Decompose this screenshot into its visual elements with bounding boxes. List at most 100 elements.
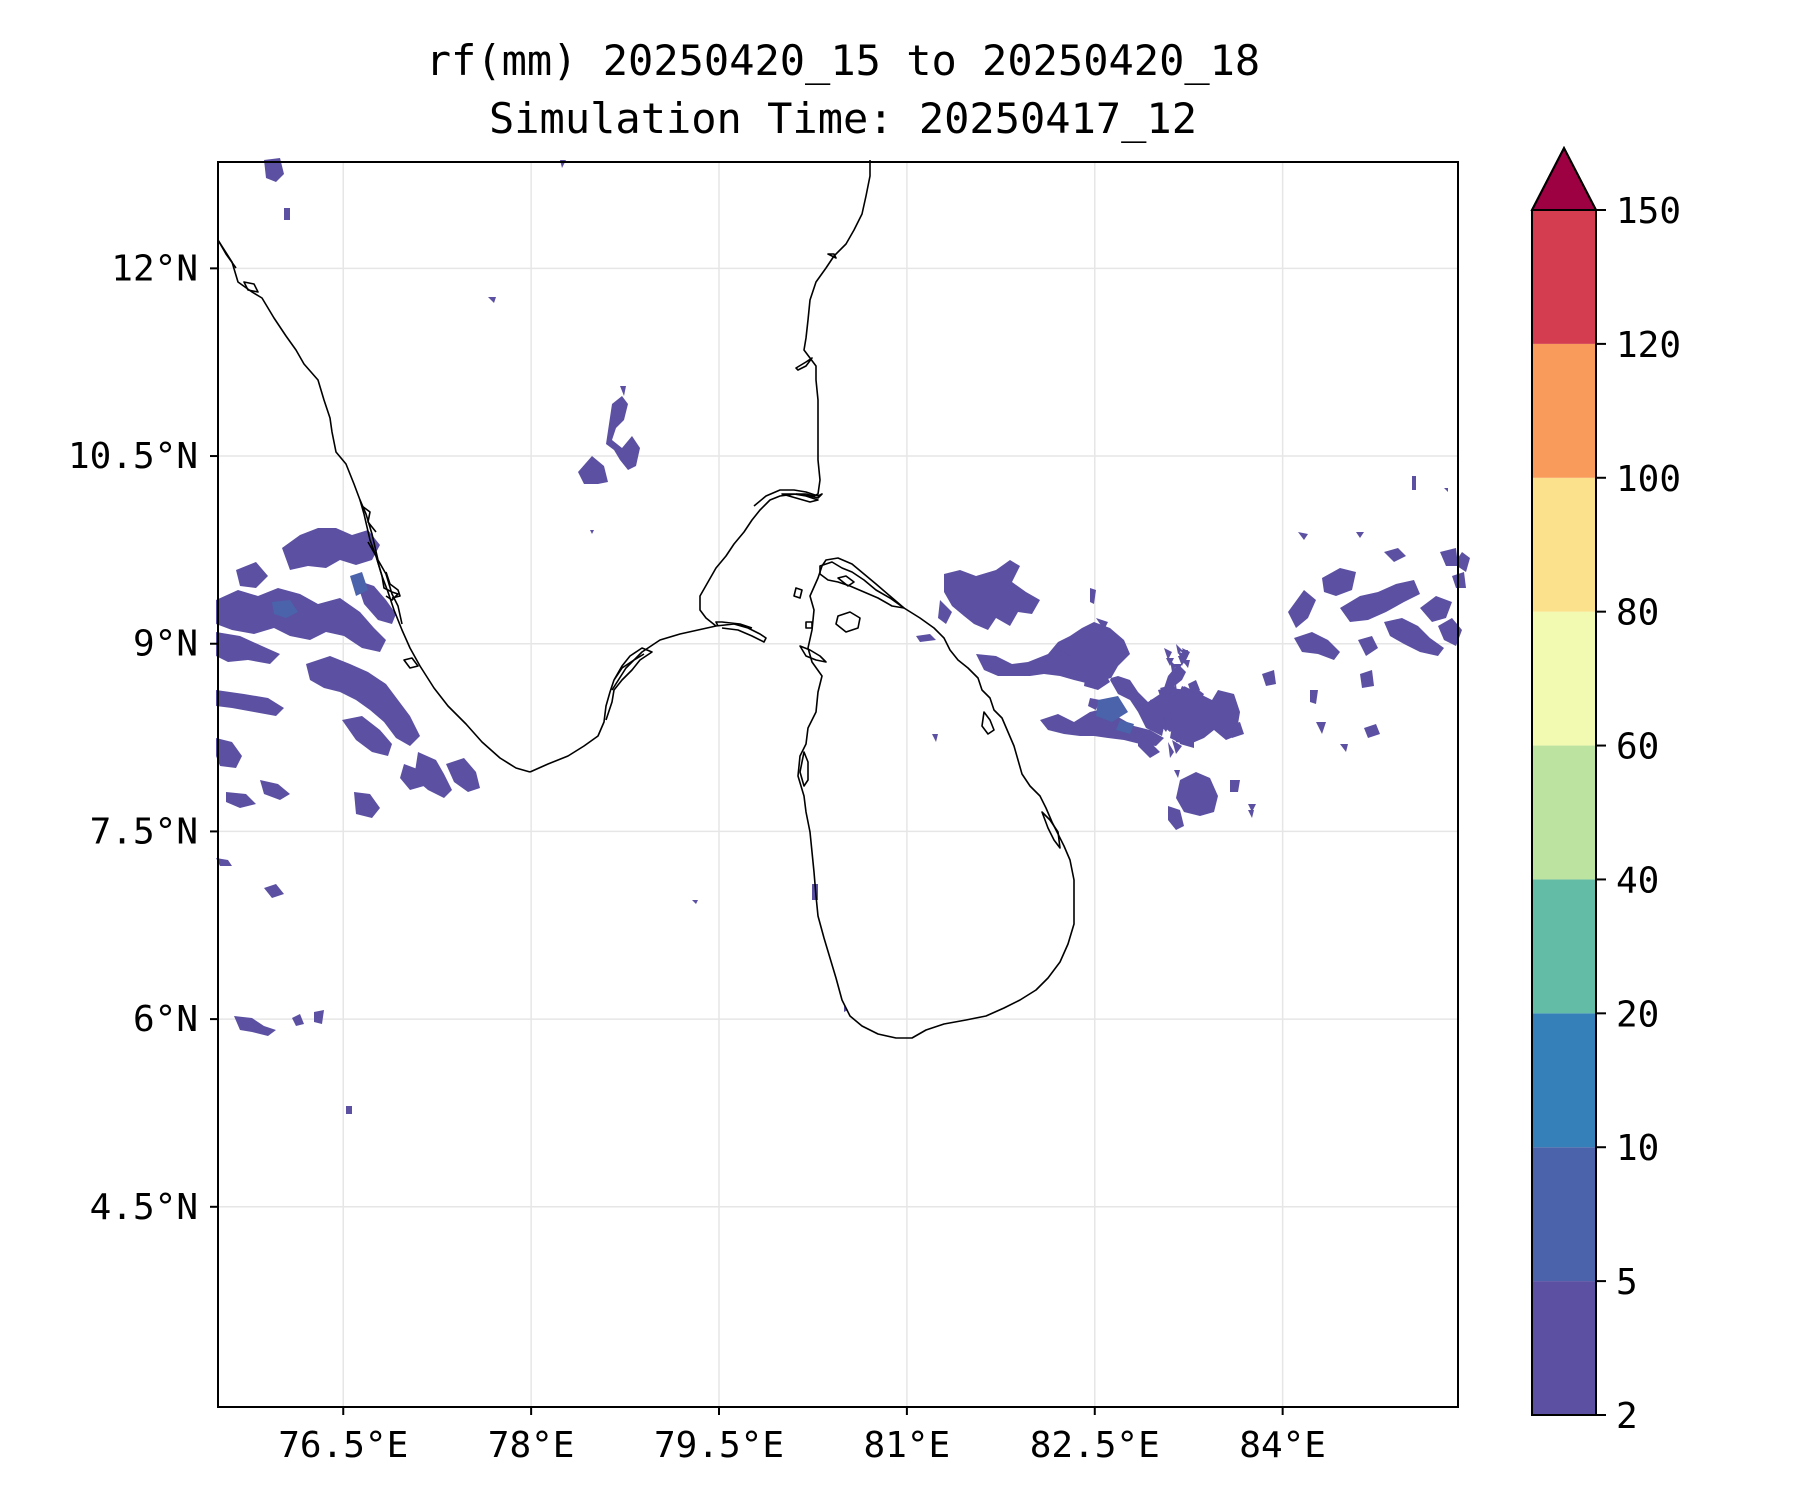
rain-patch bbox=[234, 1016, 276, 1036]
colorbar-tick-label: 60 bbox=[1616, 727, 1659, 768]
colorbar-segment bbox=[1532, 343, 1596, 478]
colorbar-outline bbox=[1531, 145, 1597, 1416]
rain-patch bbox=[1060, 650, 1070, 664]
rain-patch bbox=[216, 632, 280, 664]
rain-patch bbox=[1180, 654, 1186, 660]
rain-patch bbox=[1088, 698, 1100, 710]
rain-patch bbox=[1230, 780, 1240, 792]
rain-patch bbox=[1176, 644, 1182, 654]
rain-patch bbox=[938, 600, 952, 624]
kerala-lagoon bbox=[367, 541, 399, 601]
sri-lanka-northwest-coast bbox=[835, 611, 861, 633]
colorbar-segment bbox=[1532, 1013, 1596, 1148]
rain-patch bbox=[976, 622, 1176, 736]
rain-patch bbox=[1096, 618, 1108, 630]
rain-patch bbox=[1162, 664, 1186, 694]
jaffna-peninsula bbox=[819, 561, 905, 609]
rain-patch bbox=[1248, 810, 1254, 818]
lat-tick-label: 10.5°N bbox=[68, 436, 198, 477]
colorbar-segment bbox=[1532, 477, 1596, 612]
rain-patch bbox=[216, 588, 386, 652]
jaffna-islet bbox=[793, 587, 803, 599]
rain-patch bbox=[1168, 690, 1240, 744]
sri-lanka-coastline bbox=[797, 557, 1075, 1039]
rain-patch-5mm bbox=[272, 600, 298, 618]
rain-patch bbox=[1384, 618, 1444, 656]
rain-patch bbox=[216, 738, 242, 768]
rain-patch bbox=[1316, 722, 1326, 734]
rain-patch-5mm bbox=[350, 572, 368, 596]
rain-patch bbox=[1356, 532, 1364, 538]
colorbar-segment bbox=[1532, 879, 1596, 1014]
coastlines bbox=[217, 160, 1075, 1039]
map-panel: 76.5°E 78°E 79.5°E 81°E 82.5°E 84°E 12°N 10.5°… bbox=[68, 158, 1470, 1466]
rain-patch bbox=[1454, 552, 1470, 572]
rain-patch bbox=[354, 792, 380, 818]
rain-patch bbox=[216, 690, 284, 716]
trinco-bay bbox=[981, 711, 995, 735]
rain-patch bbox=[346, 1106, 352, 1114]
colorbar-tick-label: 80 bbox=[1616, 593, 1659, 634]
colorbar-segment bbox=[1532, 1147, 1596, 1282]
delft-islet bbox=[805, 621, 813, 629]
lon-tick-label: 82.5°E bbox=[1030, 1425, 1160, 1466]
map-frame bbox=[217, 161, 1459, 1408]
colorbar-tick-label: 10 bbox=[1616, 1128, 1659, 1169]
india-tamilnadu-coast bbox=[611, 621, 767, 691]
rain-patch bbox=[1438, 618, 1462, 646]
lon-tick-label: 79.5°E bbox=[654, 1425, 784, 1466]
longitude-axis: 76.5°E 78°E 79.5°E 81°E 82.5°E 84°E bbox=[278, 1407, 1326, 1466]
rain-patch bbox=[1444, 488, 1448, 492]
rain-patch bbox=[1358, 636, 1378, 656]
map-gridlines bbox=[218, 162, 1458, 1407]
rain-patch bbox=[1166, 658, 1174, 666]
colorbar-tick-label: 2 bbox=[1616, 1396, 1638, 1437]
rain-patch bbox=[1160, 686, 1168, 694]
rain-patch bbox=[1340, 744, 1348, 752]
rain-patch bbox=[1084, 668, 1110, 690]
figure-title-line1: rf(mm) 20250420_15 to 20250420_18 bbox=[426, 36, 1260, 85]
rain-patch bbox=[1168, 806, 1184, 830]
colorbar-segment bbox=[1532, 1281, 1596, 1415]
india-southeast-coastline bbox=[529, 647, 653, 773]
colorbar-segment bbox=[1532, 611, 1596, 746]
cochin-detail bbox=[361, 505, 377, 533]
lat-tick-label: 6°N bbox=[133, 999, 198, 1040]
rain-patch bbox=[1172, 740, 1182, 754]
bay-islet bbox=[243, 281, 259, 293]
lat-tick-label: 7.5°N bbox=[90, 811, 198, 852]
rain-patch bbox=[1340, 580, 1420, 622]
rain-patch bbox=[1360, 670, 1374, 688]
rain-patch bbox=[1174, 664, 1182, 672]
rain-patch bbox=[342, 716, 392, 756]
colorbar-extend-triangle bbox=[1530, 145, 1598, 211]
india-palk-coast bbox=[699, 489, 823, 627]
cochin-detail bbox=[385, 571, 401, 599]
rain-patch bbox=[226, 792, 256, 808]
rain-patch bbox=[1310, 690, 1318, 704]
rain-patch bbox=[314, 1010, 324, 1024]
rain-patch bbox=[590, 530, 594, 534]
rain-patch-5mm bbox=[1096, 696, 1128, 722]
batticaloa-lagoon bbox=[1041, 811, 1061, 849]
rain-patch bbox=[488, 297, 496, 303]
colorbar-tick-label: 5 bbox=[1616, 1262, 1638, 1303]
latitude-axis: 12°N 10.5°N 9°N 7.5°N 6°N 4.5°N bbox=[68, 248, 218, 1228]
lat-tick-label: 12°N bbox=[111, 248, 198, 289]
rain-patch-5mm bbox=[1116, 720, 1134, 734]
rain-patch bbox=[1226, 722, 1244, 738]
rain-patch bbox=[306, 656, 420, 746]
rain-patch bbox=[1420, 596, 1452, 622]
rain-patch bbox=[578, 456, 608, 484]
rain-patch bbox=[1288, 590, 1316, 628]
lon-tick-label: 81°E bbox=[864, 1425, 951, 1466]
bay-islet bbox=[827, 253, 837, 259]
rain-patch bbox=[414, 752, 452, 798]
rain-patch bbox=[1040, 708, 1164, 746]
rain-patch bbox=[236, 562, 268, 588]
kerala-islet bbox=[403, 657, 419, 669]
rain-patch bbox=[1412, 476, 1416, 490]
rain-patch bbox=[1090, 588, 1096, 604]
colorbar-tick-label: 100 bbox=[1616, 459, 1681, 500]
